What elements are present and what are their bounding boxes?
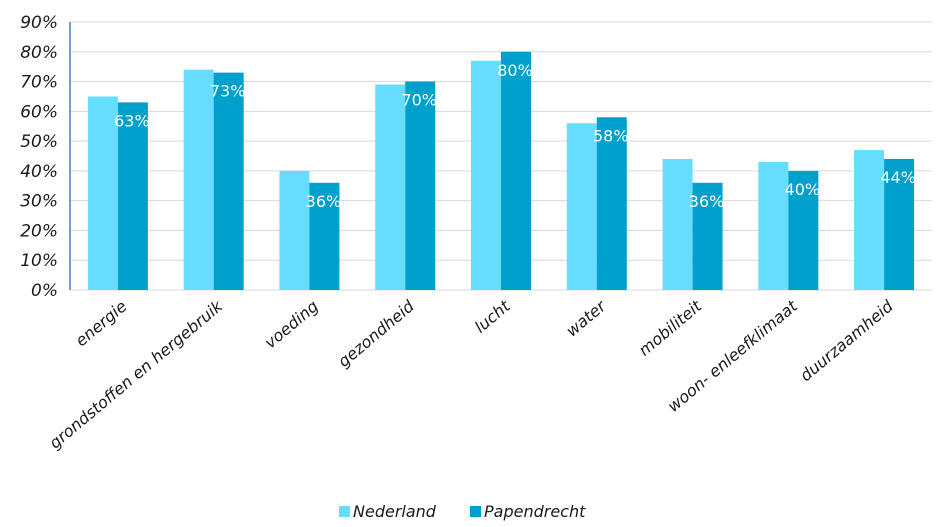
category-label: water xyxy=(562,296,610,341)
data-label: 36% xyxy=(306,192,342,211)
data-label: 70% xyxy=(401,91,437,110)
y-tick-label: 50% xyxy=(20,132,58,152)
category-label: lucht xyxy=(471,296,514,337)
bar-nederland xyxy=(662,158,693,290)
y-tick-label: 10% xyxy=(20,251,58,271)
bar-nederland xyxy=(471,60,501,290)
bar-papendrecht xyxy=(692,182,723,290)
y-tick-label: 60% xyxy=(20,102,58,122)
bar-papendrecht xyxy=(309,182,340,290)
bar-nederland xyxy=(183,69,214,291)
category-label: gezondheid xyxy=(334,296,418,371)
legend-swatch xyxy=(470,506,481,517)
bar-nederland xyxy=(279,170,310,290)
legend-label: Nederland xyxy=(353,502,437,521)
data-label: 80% xyxy=(497,61,533,80)
data-label: 36% xyxy=(689,192,725,211)
category-label: mobiliteit xyxy=(635,296,706,360)
data-label: 44% xyxy=(880,168,916,187)
bars xyxy=(87,51,915,291)
y-tick-label: 40% xyxy=(20,162,58,182)
y-axis-tick-labels: 0% 10% 20% 30% 40% 50% 60% 70% 80% 90% xyxy=(20,13,58,301)
bar-papendrecht xyxy=(884,158,915,290)
data-label: 40% xyxy=(785,180,821,199)
bar-papendrecht xyxy=(117,102,148,291)
bar-nederland xyxy=(566,123,597,290)
bar-nederland xyxy=(87,96,118,290)
y-tick-label: 70% xyxy=(20,73,58,93)
y-tick-label: 30% xyxy=(20,192,58,212)
legend-label: Papendrecht xyxy=(484,502,586,521)
bar-papendrecht xyxy=(501,51,531,291)
bar-papendrecht xyxy=(405,81,436,290)
bar-papendrecht xyxy=(788,170,819,290)
y-tick-label: 90% xyxy=(20,13,58,33)
data-label: 63% xyxy=(114,111,150,130)
data-labels: 63% 73% 36% 70% 80% 58% 36% 40% 44% xyxy=(114,61,916,211)
bar-papendrecht xyxy=(213,72,244,290)
data-label: 58% xyxy=(593,126,629,145)
legend-swatch xyxy=(339,506,350,517)
y-tick-label: 0% xyxy=(31,281,58,301)
y-tick-label: 80% xyxy=(20,43,58,63)
category-label: energie xyxy=(72,296,131,350)
bar-nederland xyxy=(375,84,406,291)
legend: Nederland Papendrecht xyxy=(339,502,586,521)
category-label: grondstoffen en hergebruik xyxy=(45,296,226,452)
data-label: 73% xyxy=(210,82,246,101)
category-label: duurzaamheid xyxy=(796,296,897,385)
bar-nederland xyxy=(854,150,885,290)
y-tick-label: 20% xyxy=(20,221,58,241)
bar-papendrecht xyxy=(596,117,627,291)
bar-nederland xyxy=(758,161,789,290)
category-label: voeding xyxy=(261,297,322,353)
